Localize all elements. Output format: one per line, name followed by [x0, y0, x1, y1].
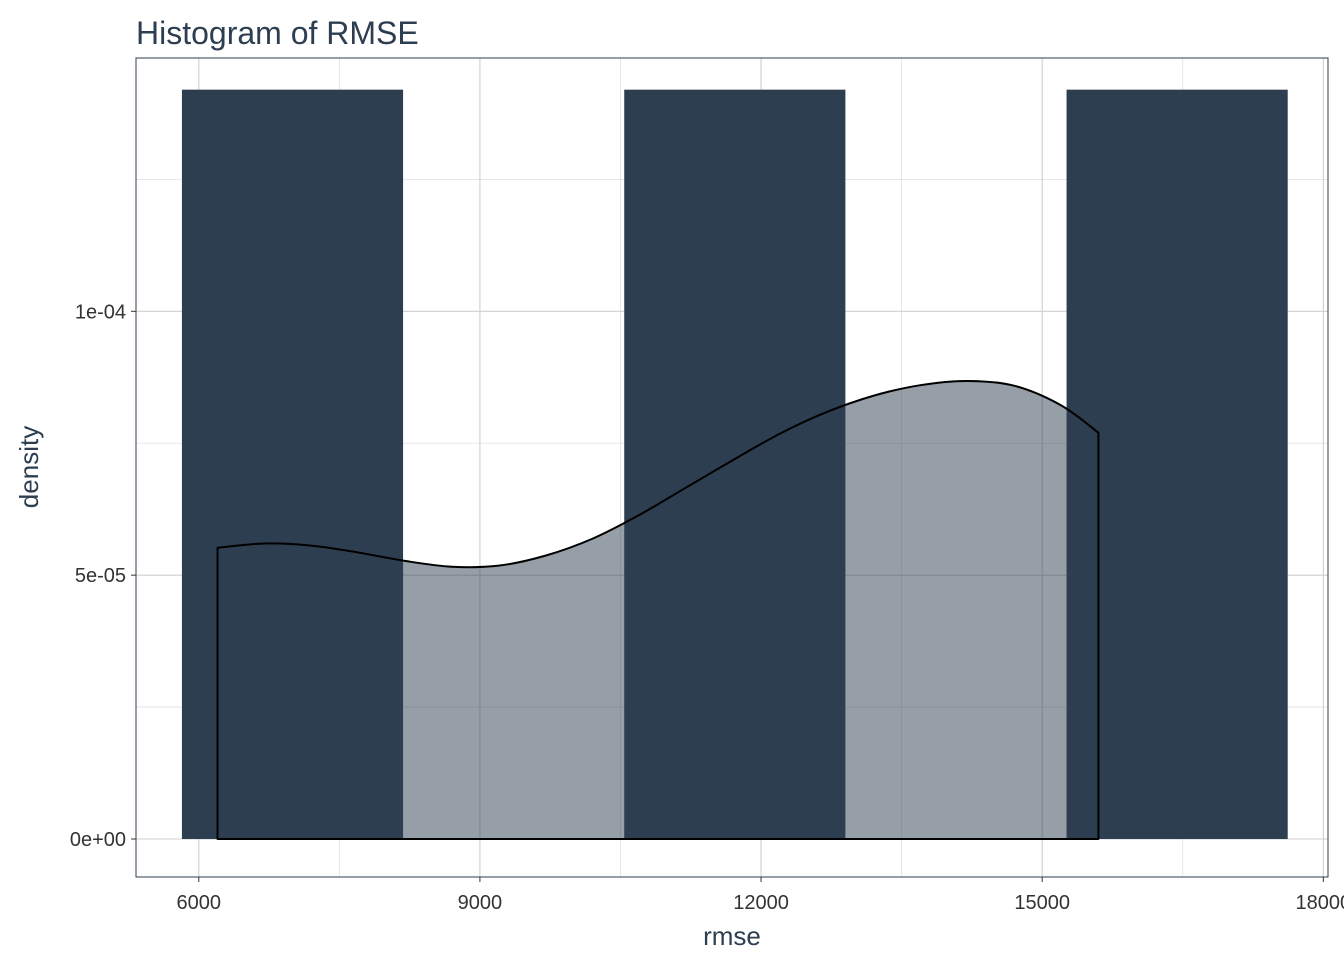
y-axis-title: density [14, 426, 44, 508]
density-curve-layer [216, 379, 1100, 841]
x-tick-label: 9000 [458, 892, 503, 914]
chart-title: Histogram of RMSE [136, 15, 419, 51]
x-tick-label: 15000 [1014, 892, 1070, 914]
panel-border [135, 57, 1329, 878]
y-tick-label: 0e+00 [70, 829, 126, 851]
y-tick-label: 5e-05 [75, 565, 126, 587]
x-axis-title: rmse [703, 921, 761, 951]
histogram-bars [181, 89, 1288, 840]
density-area [217, 380, 1099, 840]
y-tick-label: 1e-04 [75, 301, 126, 323]
x-tick-label: 6000 [177, 892, 222, 914]
x-tick-label: 12000 [733, 892, 789, 914]
y-axis: 0e+00 5e-05 1e-04 [70, 301, 136, 851]
histogram-bar-5 [1066, 89, 1288, 840]
density-curve-line [216, 379, 1100, 841]
